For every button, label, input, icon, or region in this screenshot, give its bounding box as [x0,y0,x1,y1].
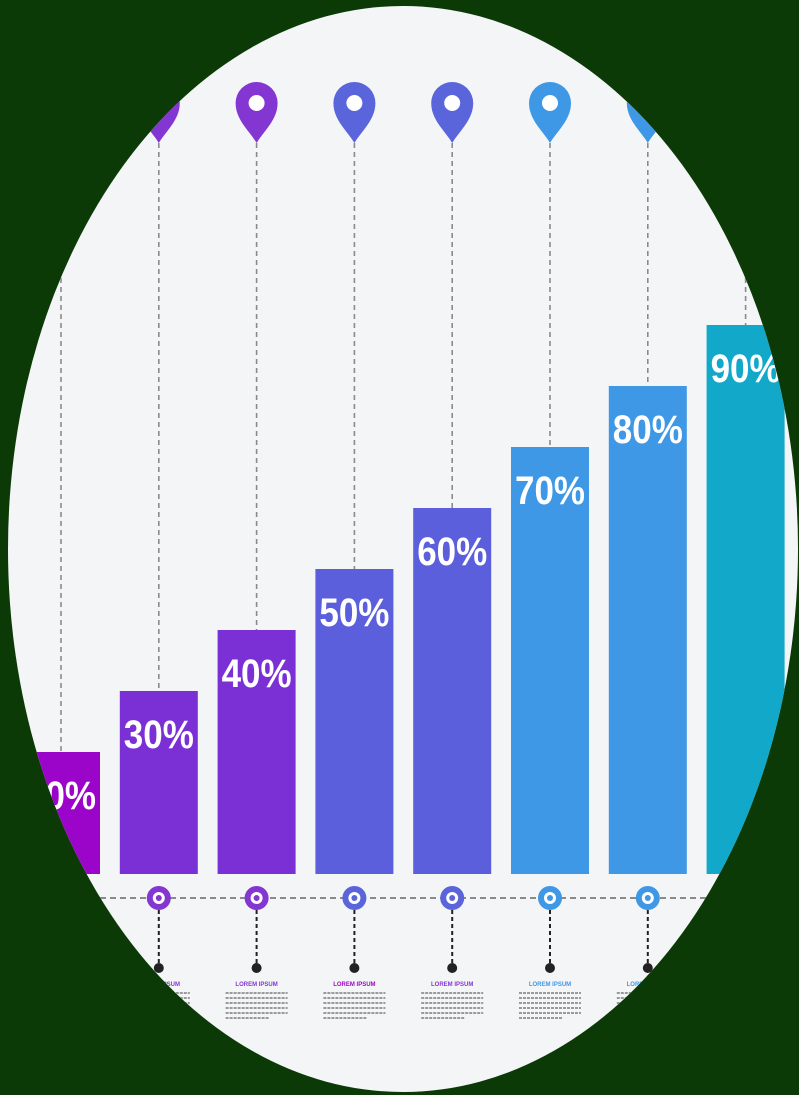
map-pin-icon [40,82,82,143]
bar-value-label: 30% [124,713,194,757]
bar-value-label: 70% [515,469,585,513]
timeline-marker-icon [635,886,660,973]
bar-value-label: 60% [417,530,487,574]
bar-value-label: 50% [319,591,389,635]
caption-title: LOREM IPSUM [235,982,277,988]
caption-title: LOREM IPSUM [431,982,473,988]
bar [119,691,198,874]
bar-value-label: 90% [711,347,781,391]
bar-value-label: 80% [613,408,683,452]
timeline-marker-icon [538,886,562,973]
bar [608,386,687,874]
timeline-marker-icon [342,886,367,973]
timeline-marker-icon [146,886,171,973]
timeline-marker-icon [49,886,73,973]
bar-value-label: 40% [222,652,292,696]
timeline-marker-icon [733,886,758,973]
bars-group [22,325,785,874]
map-pin-icon [431,82,474,143]
bar [706,325,785,874]
caption-title: LOREM IPSUM [724,982,766,988]
value-labels: 20% 30% 40% 50% 60% 70% 80% 90% [26,347,781,818]
map-pin-icon [333,82,376,143]
bar [217,630,296,874]
bar-value-label: 20% [26,774,96,818]
oval-panel [8,6,798,1092]
bar [315,569,394,874]
caption-title: LOREM IPSUM [138,982,180,988]
caption-title: LOREM IPSUM [529,982,571,988]
timeline-marker-icon [440,886,465,973]
map-pin-icon [235,82,278,143]
map-pin-icon [529,82,571,143]
timeline-marker-icon [244,886,269,973]
chart-content: 20% 30% 40% 50% 60% 70% 80% 90% LOREM IPSUM LORE… [8,82,798,1019]
bar [413,508,492,874]
caption-title: LOREM IPSUM [333,982,375,988]
map-pin-icon [724,82,767,143]
caption-title: LOREM IPSUM [627,982,669,988]
caption-title: LOREM IPSUM [40,982,82,988]
bar [511,447,589,874]
